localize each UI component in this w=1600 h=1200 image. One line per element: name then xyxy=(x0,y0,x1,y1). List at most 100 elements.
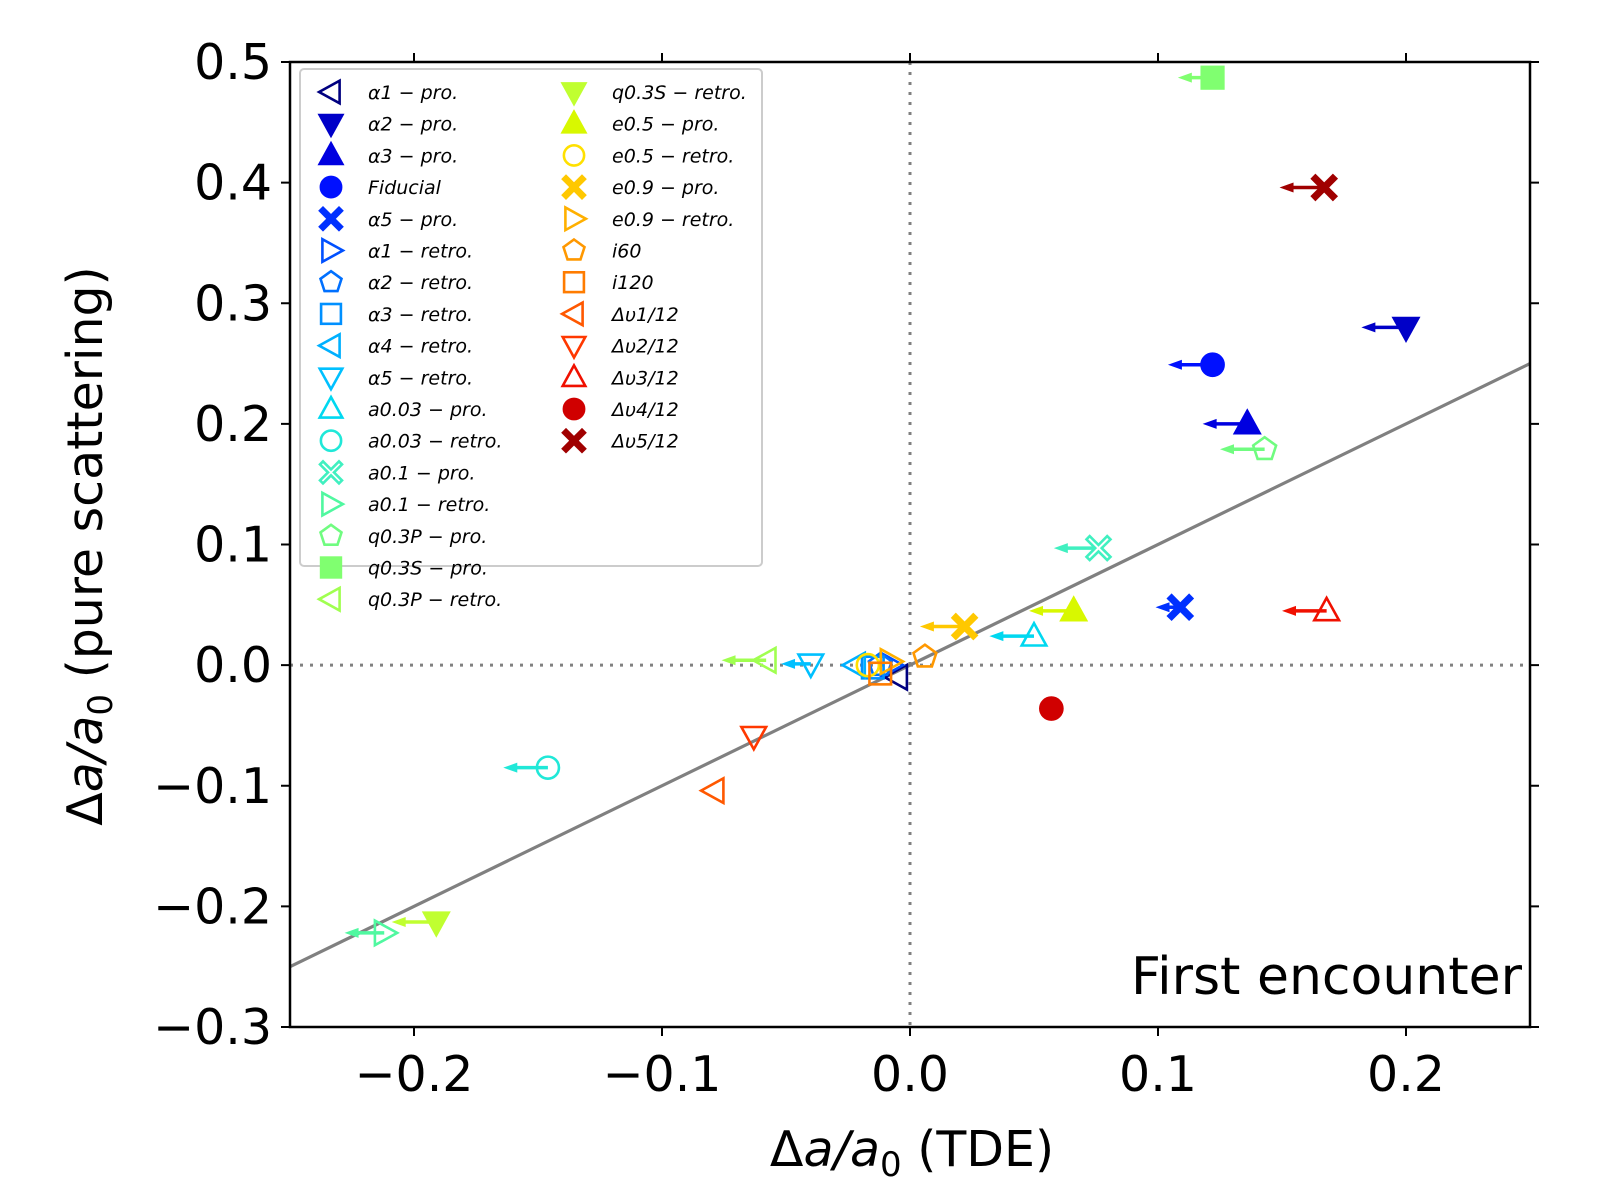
legend-marker-a0-03-retro xyxy=(319,429,343,453)
arrow-a0-03-retro xyxy=(503,762,548,773)
marker-alpha3-retro xyxy=(860,655,885,680)
marker-a0-1-pro xyxy=(1084,534,1113,562)
y-tick-label: −0.3 xyxy=(153,999,272,1056)
legend-item-alpha2-retro: α2 − retro. xyxy=(318,269,473,294)
legend-label: α3 − retro. xyxy=(368,304,473,326)
legend-label: a0.03 − retro. xyxy=(368,431,502,453)
legend-marker-i60 xyxy=(561,237,587,261)
legend-marker-a0-1-pro xyxy=(318,459,344,486)
arrow-u5-12 xyxy=(1279,182,1325,193)
marker-alpha4-retro xyxy=(839,650,867,680)
x-tick-label: 0.0 xyxy=(871,1046,949,1103)
legend-item-u3-12: Δυ3/12 xyxy=(560,362,679,389)
legend-item-e0-9-pro: e0.9 − pro. xyxy=(561,174,719,200)
legend-item-q0-3p-pro: q0.3P − pro. xyxy=(318,523,487,548)
legend-item-q0-3p-retro: q0.3P − retro. xyxy=(316,585,502,613)
marker-e0-5-retro xyxy=(855,652,881,678)
legend-label: q0.3S − pro. xyxy=(368,558,488,580)
legend-label: α1 − pro. xyxy=(368,82,458,104)
legend-label: α5 − pro. xyxy=(368,209,458,231)
legend-label: Fiducial xyxy=(368,177,442,199)
marker-u4-12 xyxy=(1039,696,1064,721)
legend-box xyxy=(299,68,763,567)
marker-a0-03-retro xyxy=(535,755,561,780)
arrow-a0-1-retro xyxy=(344,927,385,938)
marker-u5-12 xyxy=(1310,173,1339,202)
legend-label: α4 − retro. xyxy=(368,336,473,358)
y-tick-label: −0.1 xyxy=(153,758,272,815)
legend-item-u5-12: Δυ5/12 xyxy=(561,427,679,454)
legend-label: e0.5 − pro. xyxy=(612,114,719,136)
legend-marker-alpha5-pro xyxy=(318,205,344,232)
x-tick-label: 0.2 xyxy=(1367,1046,1445,1103)
legend-label: q0.3P − retro. xyxy=(368,589,502,611)
legend-label: e0.9 − retro. xyxy=(612,209,734,231)
legend-item-alpha1-pro: α1 − pro. xyxy=(316,78,458,106)
legend-marker-q0-3s-pro xyxy=(319,556,343,579)
marker-e0-5-pro xyxy=(1059,595,1089,622)
marker-u3-12 xyxy=(1312,595,1342,622)
legend-label: a0.03 − pro. xyxy=(368,399,487,421)
legend-marker-e0-5-pro xyxy=(560,109,588,134)
y-tick-label: 0.3 xyxy=(194,275,272,332)
legend-item-q0-3s-retro: q0.3S − retro. xyxy=(560,82,747,107)
legend-marker-u1-12 xyxy=(559,300,584,328)
legend-label: α5 − retro. xyxy=(368,367,473,389)
legend-item-alpha3-pro: α3 − pro. xyxy=(317,140,458,167)
legend-marker-alpha2-pro xyxy=(317,113,345,139)
legend-label: e0.9 − pro. xyxy=(612,177,719,199)
legend-label: Δυ5/12 xyxy=(610,431,679,453)
marker-alpha5-pro xyxy=(1166,593,1195,622)
legend-item-e0-5-retro: e0.5 − retro. xyxy=(562,143,734,167)
legend-label: Δυ3/12 xyxy=(610,367,679,389)
legend-item-alpha5-retro: α5 − retro. xyxy=(317,367,473,392)
legend-item-fiducial: Fiducial xyxy=(319,175,442,199)
marker-u1-12 xyxy=(698,776,725,806)
legend-label: α2 − pro. xyxy=(368,114,458,136)
y-tick-label: 0.0 xyxy=(194,637,272,694)
marker-q0-3s-retro xyxy=(421,911,451,938)
legend-marker-e0-5-retro xyxy=(562,143,586,167)
legend-marker-e0-9-retro xyxy=(564,205,589,233)
legend-marker-q0-3p-pro xyxy=(318,523,344,547)
y-tick-label: 0.5 xyxy=(194,34,272,91)
legend-item-alpha4-retro: α4 − retro. xyxy=(316,332,473,360)
legend-item-e0-9-retro: e0.9 − retro. xyxy=(564,205,734,233)
marker-a0-03-pro xyxy=(1019,620,1049,647)
legend-item-u4-12: Δυ4/12 xyxy=(562,397,679,421)
annotation-first-encounter: First encounter xyxy=(1131,947,1523,1007)
marker-q0-3p-pro xyxy=(1251,435,1278,461)
arrow-e0-9-pro xyxy=(919,621,965,632)
legend-marker-u3-12 xyxy=(560,362,588,388)
legend-marker-alpha4-retro xyxy=(316,332,341,360)
marker-alpha3-pro xyxy=(1232,408,1262,435)
marker-alpha2-pro xyxy=(1391,316,1421,343)
legend-marker-u4-12 xyxy=(562,397,586,421)
data-points xyxy=(344,65,1421,948)
legend-marker-a0-1-retro xyxy=(321,490,346,518)
legend-item-u1-12: Δυ1/12 xyxy=(559,300,679,328)
legend-label: q0.3S − retro. xyxy=(612,82,747,104)
legend-item-alpha2-pro: α2 − pro. xyxy=(317,113,458,139)
legend-marker-a0-03-pro xyxy=(317,394,345,419)
x-axis-label: Δa/a0 (TDE) xyxy=(770,1121,1054,1185)
legend-label: Δυ1/12 xyxy=(610,304,679,326)
legend-item-i120: i120 xyxy=(562,270,654,294)
legend-item-i60: i60 xyxy=(561,237,641,263)
legend-item-alpha3-retro: α3 − retro. xyxy=(319,302,473,326)
legend-item-a0-03-retro: a0.03 − retro. xyxy=(319,429,502,453)
legend-label: a0.1 − retro. xyxy=(368,494,490,516)
arrow-q0-3p-pro xyxy=(1220,444,1265,455)
y-tick-label: −0.2 xyxy=(153,878,272,935)
legend-marker-alpha1-retro xyxy=(321,236,346,265)
marker-alpha1-pro xyxy=(881,662,909,692)
legend-item-a0-1-pro: a0.1 − pro. xyxy=(318,459,475,486)
legend-marker-e0-9-pro xyxy=(561,174,587,200)
legend-item-e0-5-pro: e0.5 − pro. xyxy=(560,109,719,136)
marker-i60 xyxy=(911,643,938,668)
marker-i120 xyxy=(868,661,893,686)
arrow-alpha5-retro xyxy=(781,658,811,669)
y-tick-label: 0.2 xyxy=(194,396,272,453)
legend-label: a0.1 − pro. xyxy=(368,462,475,484)
legend-label: Δυ4/12 xyxy=(610,399,679,421)
